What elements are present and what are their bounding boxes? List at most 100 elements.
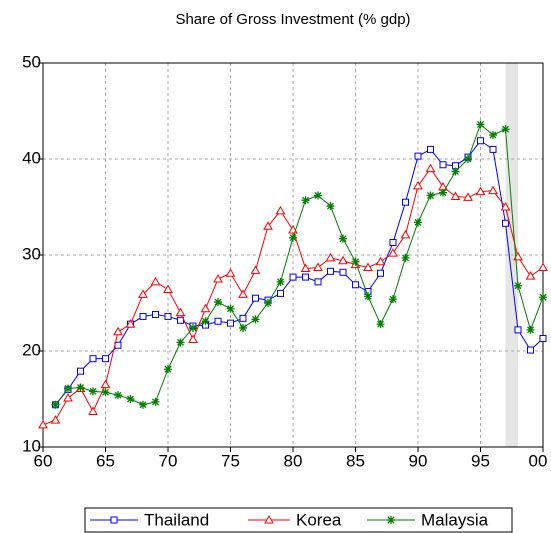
marker [388,248,398,257]
marker [427,145,434,153]
x-tick-label: 60 [34,451,53,470]
marker [239,314,247,322]
marker [138,289,148,298]
series-line [55,123,544,406]
marker [225,268,236,277]
marker [387,516,395,524]
marker [264,514,274,524]
marker [352,281,359,289]
marker [451,167,460,176]
marker [475,186,486,196]
marker [239,323,247,332]
marker [177,316,184,324]
legend-label: Thailand [144,510,209,529]
x-tick-label: 80 [284,451,303,470]
marker [375,256,386,266]
marker [188,334,198,343]
marker [151,397,160,406]
marker [527,346,534,354]
marker [150,276,161,286]
marker [238,289,248,298]
legend-label: Korea [296,510,342,529]
marker [102,355,109,363]
marker [351,257,360,266]
marker [464,155,472,163]
marker [226,304,235,313]
marker [201,317,210,326]
marker [76,383,85,392]
marker [152,311,159,319]
marker [514,281,522,290]
marker [189,323,197,332]
marker [38,419,48,429]
marker [327,267,334,275]
marker [51,400,60,409]
marker [413,180,423,190]
marker [389,239,397,247]
marker [276,277,285,286]
marker [175,307,186,317]
marker [426,191,435,200]
x-tick-label: 95 [471,451,490,470]
marker [125,319,136,328]
marker [139,312,147,320]
marker [439,188,447,197]
marker [89,355,97,363]
marker [100,379,111,389]
marker [164,365,172,374]
marker [101,388,110,397]
x-tick-label: 70 [159,451,178,470]
marker [200,303,211,313]
y-tick-label: 20 [22,340,41,359]
marker [263,221,273,230]
marker [414,218,422,227]
marker [126,395,135,403]
marker [301,196,310,205]
y-tick-label: 40 [22,148,41,167]
legend-label: Malaysia [421,510,489,529]
marker [110,516,118,524]
marker [50,415,61,424]
marker [400,229,411,239]
marker [114,391,122,400]
marker [88,406,98,415]
marker [326,202,335,211]
marker [302,273,309,281]
marker [489,131,497,139]
marker [477,137,484,145]
marker [538,262,548,271]
marker [213,273,223,283]
marker [251,315,260,324]
marker [463,192,473,201]
marker [514,326,522,334]
marker [450,191,461,200]
legend-box [84,507,513,533]
x-tick-label: 90 [409,451,428,470]
marker [227,319,234,327]
marker [64,384,72,393]
marker [489,145,497,153]
marker [364,292,372,301]
marker [176,338,185,347]
marker [275,205,286,215]
marker [539,293,547,302]
marker [214,298,222,307]
marker [525,271,536,280]
y-tick-label: 50 [22,52,41,71]
marker [325,252,336,262]
marker [500,201,511,211]
x-tick-label: 65 [96,451,115,470]
series-line [55,140,544,406]
marker [501,125,510,134]
marker [214,317,222,325]
marker [377,269,384,277]
marker [289,273,297,281]
x-tick-label: 75 [221,451,240,470]
marker [476,120,485,129]
marker [402,198,409,206]
marker [439,161,447,169]
marker [526,325,535,334]
marker [252,294,259,302]
marker [401,253,410,262]
